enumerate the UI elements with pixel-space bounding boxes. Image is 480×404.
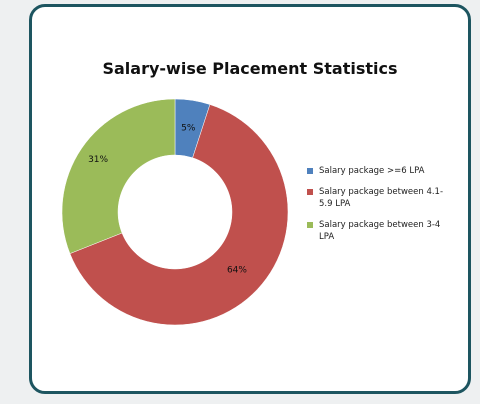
pie-slice xyxy=(69,104,289,326)
legend-item: Salary package between 3-4 LPA xyxy=(305,219,447,243)
legend-swatch xyxy=(307,168,313,174)
legend-swatch xyxy=(307,222,313,228)
legend: Salary package >=6 LPA Salary package bet… xyxy=(305,165,455,252)
legend-swatch xyxy=(307,189,313,195)
chart-card: Salary-wise Placement Statistics 5% 64% 31… xyxy=(29,4,471,394)
chart: 5% 64% 31% xyxy=(61,98,289,326)
legend-label: Salary package >=6 LPA xyxy=(319,166,425,176)
legend-item: Salary package between 4.1-5.9 LPA xyxy=(305,186,447,210)
legend-item: Salary package >=6 LPA xyxy=(305,165,447,177)
data-label: 5% xyxy=(181,124,196,134)
pie-slice xyxy=(61,98,176,254)
data-label: 31% xyxy=(88,155,108,165)
chart-title: Salary-wise Placement Statistics xyxy=(102,59,398,78)
legend-label: Salary package between 3-4 LPA xyxy=(319,220,441,242)
data-label: 64% xyxy=(227,266,247,276)
legend-label: Salary package between 4.1-5.9 LPA xyxy=(319,187,444,209)
